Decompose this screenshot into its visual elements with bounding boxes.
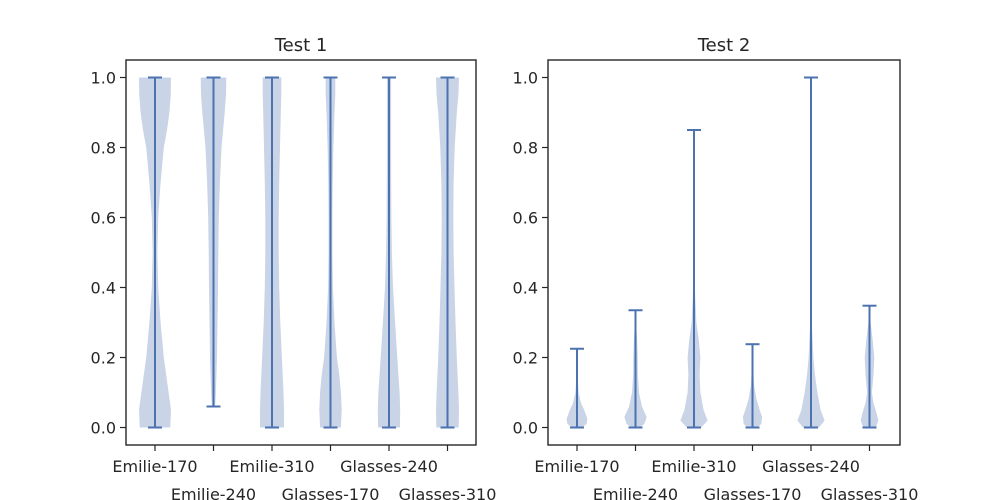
x-tick-label-glasses-310: Glasses-310: [821, 485, 919, 500]
x-tick-label-glasses-240: Glasses-240: [762, 457, 860, 476]
y-tick-label: 0.2: [91, 349, 116, 368]
axes-frame: [125, 59, 477, 446]
subplot-title: Test 1: [274, 35, 328, 56]
x-tick-label-glasses-170: Glasses-170: [704, 485, 802, 500]
x-tick-label-glasses-170: Glasses-170: [282, 485, 380, 500]
y-axis: 0.0 0.2 0.4 0.6 0.8 1.0: [91, 69, 126, 438]
y-tick-label: 1.0: [91, 69, 116, 88]
violin-group: [139, 76, 459, 429]
y-tick-label: 0.2: [513, 349, 538, 368]
y-tick-label: 0.0: [513, 419, 538, 438]
subplot-test-2: Test 2 0.00.20.40.60.81.0 Emilie-170Emil…: [513, 35, 919, 500]
violin-group: [566, 76, 879, 429]
y-tick-label: 1.0: [513, 69, 538, 88]
x-axis: Emilie-170 Emilie-240 Emilie-310 Glasses-17…: [112, 445, 496, 500]
y-tick-label: 0.6: [91, 209, 116, 228]
x-tick-label-glasses-310: Glasses-310: [399, 485, 497, 500]
y-tick-label: 0.4: [513, 279, 538, 298]
x-axis: Emilie-170 Emilie-240 Emilie-310 Glasses-17…: [534, 445, 918, 500]
y-tick-label: 0.8: [91, 139, 116, 158]
x-tick-label-emilie-310: Emilie-310: [229, 457, 314, 476]
x-tick-label-emilie-170: Emilie-170: [534, 457, 619, 476]
x-tick-label-glasses-240: Glasses-240: [340, 457, 438, 476]
y-axis: 0.0 0.2 0.4 0.6 0.8 1.0: [513, 69, 548, 438]
axes-frame: [547, 59, 901, 446]
y-tick-label: 0.8: [513, 139, 538, 158]
x-tick-label-emilie-240: Emilie-240: [171, 485, 256, 500]
x-tick-label-emilie-310: Emilie-310: [651, 457, 736, 476]
y-tick-label: 0.6: [513, 209, 538, 228]
y-tick-label: 0.0: [91, 419, 116, 438]
x-tick-label-emilie-170: Emilie-170: [112, 457, 197, 476]
subplot-test-1: Test 1 0.00.20.40.60.81.0 Emilie-170Emil…: [91, 35, 497, 500]
subplot-title: Test 2: [697, 35, 751, 56]
y-tick-label: 0.4: [91, 279, 116, 298]
x-tick-label-emilie-240: Emilie-240: [593, 485, 678, 500]
